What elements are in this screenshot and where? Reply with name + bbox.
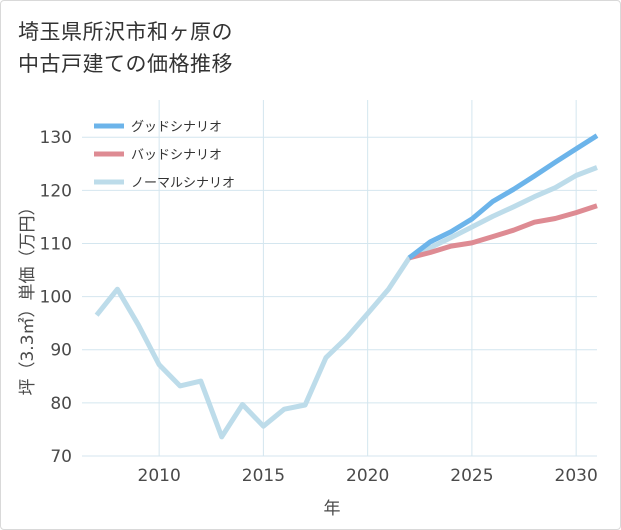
y-tick-label: 120: [40, 181, 72, 201]
y-tick-label: 130: [40, 128, 72, 148]
y-axis-ticks: 70 80 90 100 110 120 130: [40, 128, 72, 467]
y-tick-label: 70: [50, 447, 72, 467]
x-tick-label: 2015: [242, 466, 285, 486]
series-line-0: [407, 133, 599, 260]
series-lines: [94, 133, 599, 440]
chart-title: 埼玉県所沢市和ヶ原の 中古戸建ての価格推移: [18, 16, 233, 80]
y-tick-label: 110: [40, 234, 72, 254]
y-tick-label: 90: [50, 341, 72, 361]
legend-label-2: ノーマルシナリオ: [131, 176, 235, 191]
chart-title-line-1: 埼玉県所沢市和ヶ原の: [18, 20, 233, 44]
x-tick-label: 2025: [450, 466, 493, 486]
x-tick-label: 2010: [138, 466, 181, 486]
series-line-1: [408, 203, 598, 261]
gridlines: [82, 100, 597, 457]
series-line-2: [94, 165, 598, 440]
plot-area: [82, 100, 597, 456]
x-axis-ticks: 2010 2015 2020 2025 2030: [138, 466, 598, 486]
x-tick-label: 2030: [555, 466, 598, 486]
x-axis-label: 年: [324, 499, 341, 519]
legend-label-0: グッドシナリオ: [131, 120, 222, 135]
y-axis-label: 坪（3.3㎡）単価（万円）: [18, 198, 38, 395]
chart-title-line-2: 中古戸建ての価格推移: [18, 52, 233, 76]
y-tick-label: 100: [40, 288, 72, 308]
x-tick-label: 2020: [346, 466, 389, 486]
legend-label-1: バッドシナリオ: [131, 148, 222, 163]
y-tick-label: 80: [50, 394, 72, 414]
